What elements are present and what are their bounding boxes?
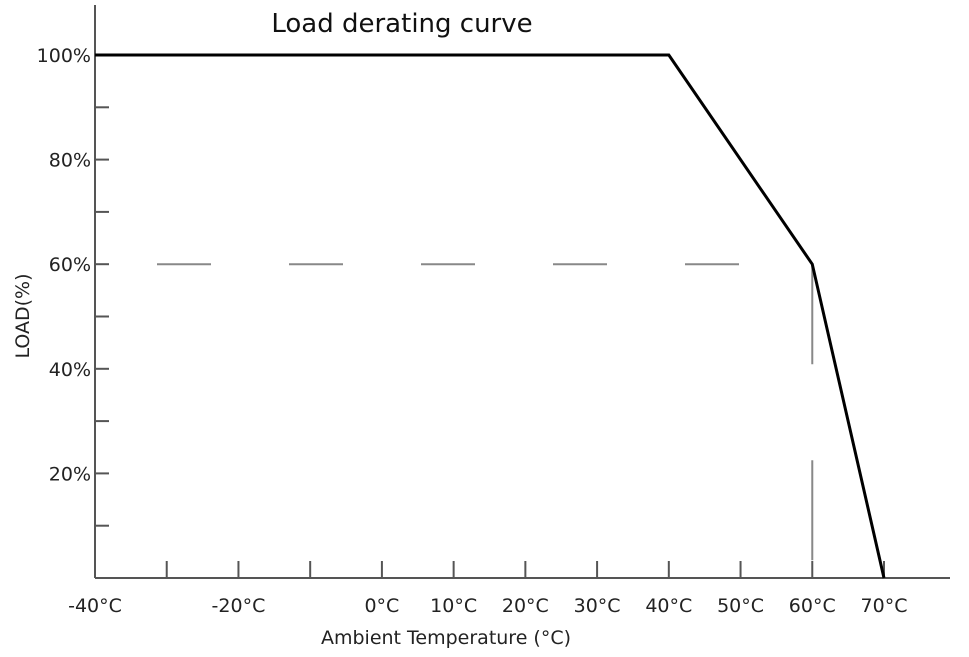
chart-title: Load derating curve bbox=[271, 9, 532, 39]
x-tick-label: 0°C bbox=[364, 595, 399, 617]
x-tick-label: 40°C bbox=[645, 595, 692, 617]
x-tick-label: 70°C bbox=[861, 595, 908, 617]
x-tick-label: -20°C bbox=[212, 595, 266, 617]
y-tick-label: 60% bbox=[49, 254, 91, 276]
y-tick-label: 100% bbox=[37, 45, 91, 67]
y-tick-label: 20% bbox=[49, 463, 91, 485]
x-tick-label: 60°C bbox=[789, 595, 836, 617]
x-tick-label: -40°C bbox=[68, 595, 122, 617]
x-tick-label: 50°C bbox=[717, 595, 764, 617]
chart-marks: 20% 40% 60% 80% 100% -40°C -20°C 0°C 10°C 20°C 30°… bbox=[37, 5, 950, 617]
x-tick-label: 10°C bbox=[430, 595, 477, 617]
y-tick-label: 80% bbox=[49, 150, 91, 172]
x-tick-label: 30°C bbox=[574, 595, 621, 617]
x-tick-label: 20°C bbox=[502, 595, 549, 617]
y-tick-label: 40% bbox=[49, 359, 91, 381]
x-axis-title: Ambient Temperature (°C) bbox=[321, 627, 571, 649]
series-line-load bbox=[95, 53, 886, 579]
y-axis-title: LOAD(%) bbox=[12, 273, 34, 358]
